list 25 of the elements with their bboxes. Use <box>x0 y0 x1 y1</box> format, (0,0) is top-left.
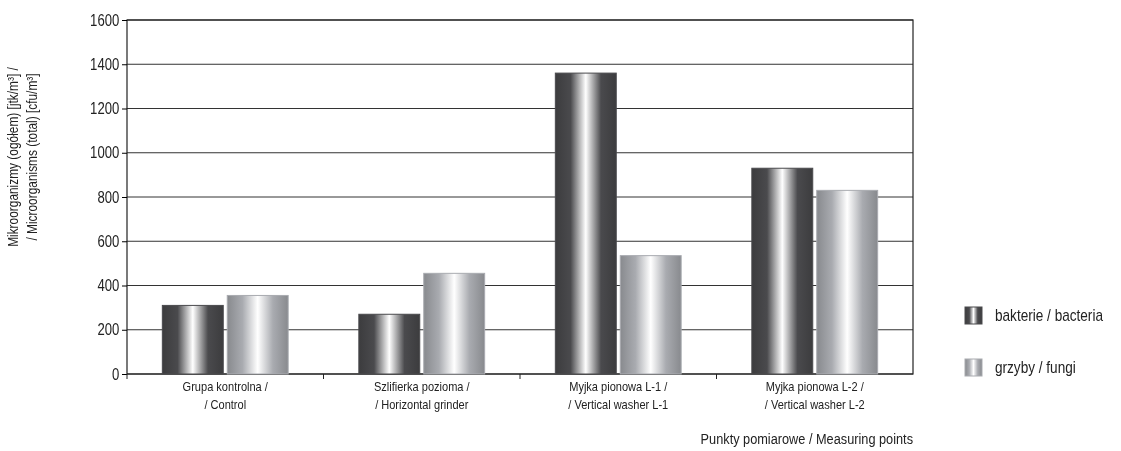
y-tick-label: 800 <box>97 188 120 206</box>
x-tick-label: Szlifierka pozioma / / Horizontal grinder <box>373 379 471 413</box>
y-tick-label: 1400 <box>90 55 120 74</box>
x-tick-label: Grupa kontrolna / / Control <box>182 379 269 413</box>
bar <box>554 72 617 375</box>
bar <box>423 272 486 375</box>
bar <box>161 304 224 375</box>
y-tick-label: 200 <box>97 321 120 339</box>
legend-label: grzyby / fungi <box>995 358 1076 376</box>
x-tick-label: Myjka pionowa L-2 / / Vertical washer L-2 <box>764 379 865 413</box>
bar <box>358 313 421 375</box>
bar <box>816 189 879 375</box>
y-tick-label: 1600 <box>90 11 120 29</box>
y-tick-label: 1200 <box>90 99 120 118</box>
y-tick-label: 400 <box>97 276 120 295</box>
bar <box>619 255 682 375</box>
x-tick-label: Myjka pionowa L-1 / / Vertical washer L-1 <box>568 379 669 413</box>
x-axis-title: Punkty pomiarowe / Measuring points <box>700 429 914 448</box>
y-tick-label: 600 <box>97 232 120 251</box>
y-tick-label: 1000 <box>90 144 120 162</box>
bar <box>226 294 289 375</box>
y-axis-title: Mikroorganizmy (ogółem) [jtk/m³] / / Microorganisms (total) [cfu/m³] <box>5 66 41 247</box>
bar <box>751 167 814 375</box>
y-tick-label: 0 <box>111 365 120 383</box>
legend-label: bakterie / bacteria <box>995 306 1104 324</box>
